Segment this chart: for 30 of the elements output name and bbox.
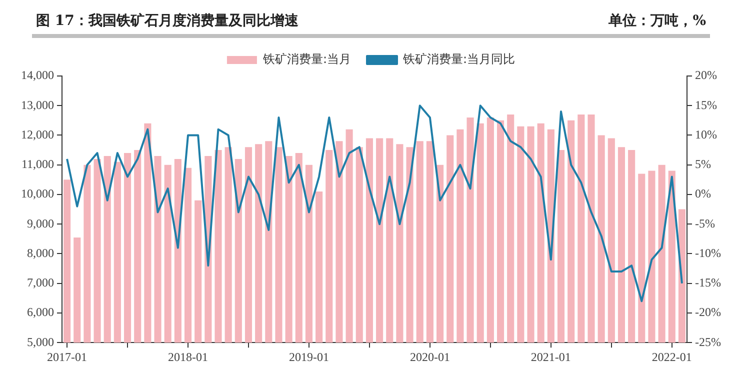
y2-tick-label: -25%: [695, 334, 722, 349]
y-tick-label: 13,000: [21, 98, 54, 112]
y-tick-label: 8,000: [27, 246, 54, 260]
chart-title: 图 17：我国铁矿石月度消费量及同比增速: [36, 12, 298, 30]
y2-tick-label: 0%: [695, 186, 712, 201]
x-tick-label: 2021-01: [530, 350, 571, 364]
y-tick-label: 6,000: [27, 305, 54, 320]
x-tick-label: 2020-01: [410, 350, 450, 364]
y2-tick-label: -15%: [695, 276, 722, 290]
y-tick-label: 12,000: [21, 127, 54, 142]
y-tick-label: 11,000: [21, 157, 54, 172]
y-tick-label: 14,000: [21, 68, 54, 82]
y2-tick-label: -20%: [695, 305, 722, 320]
x-tick-label: 2022-01: [652, 350, 692, 364]
chart-subtitle: 单位：万吨，%: [608, 12, 706, 30]
legend-label: 铁矿消费量:当月: [262, 52, 352, 66]
x-tick-label: 2019-01: [288, 350, 329, 364]
y-tick-label: 10,000: [21, 186, 54, 201]
y2-tick-label: 15%: [695, 98, 718, 112]
y-tick-label: 7,000: [27, 276, 54, 290]
y-tick-label: 9,000: [27, 216, 54, 230]
y2-tick-label: 10%: [695, 127, 718, 142]
x-tick-label: 2018-01: [168, 350, 208, 364]
y2-tick-label: 20%: [695, 68, 718, 82]
legend-label: 铁矿消费量:当月同比: [402, 52, 516, 66]
y2-tick-label: 5%: [695, 157, 712, 172]
y2-tick-label: -5%: [695, 216, 716, 230]
y-tick-label: 5,000: [27, 334, 54, 349]
x-tick-label: 2017-01: [47, 350, 88, 364]
y2-tick-label: -10%: [695, 246, 722, 260]
